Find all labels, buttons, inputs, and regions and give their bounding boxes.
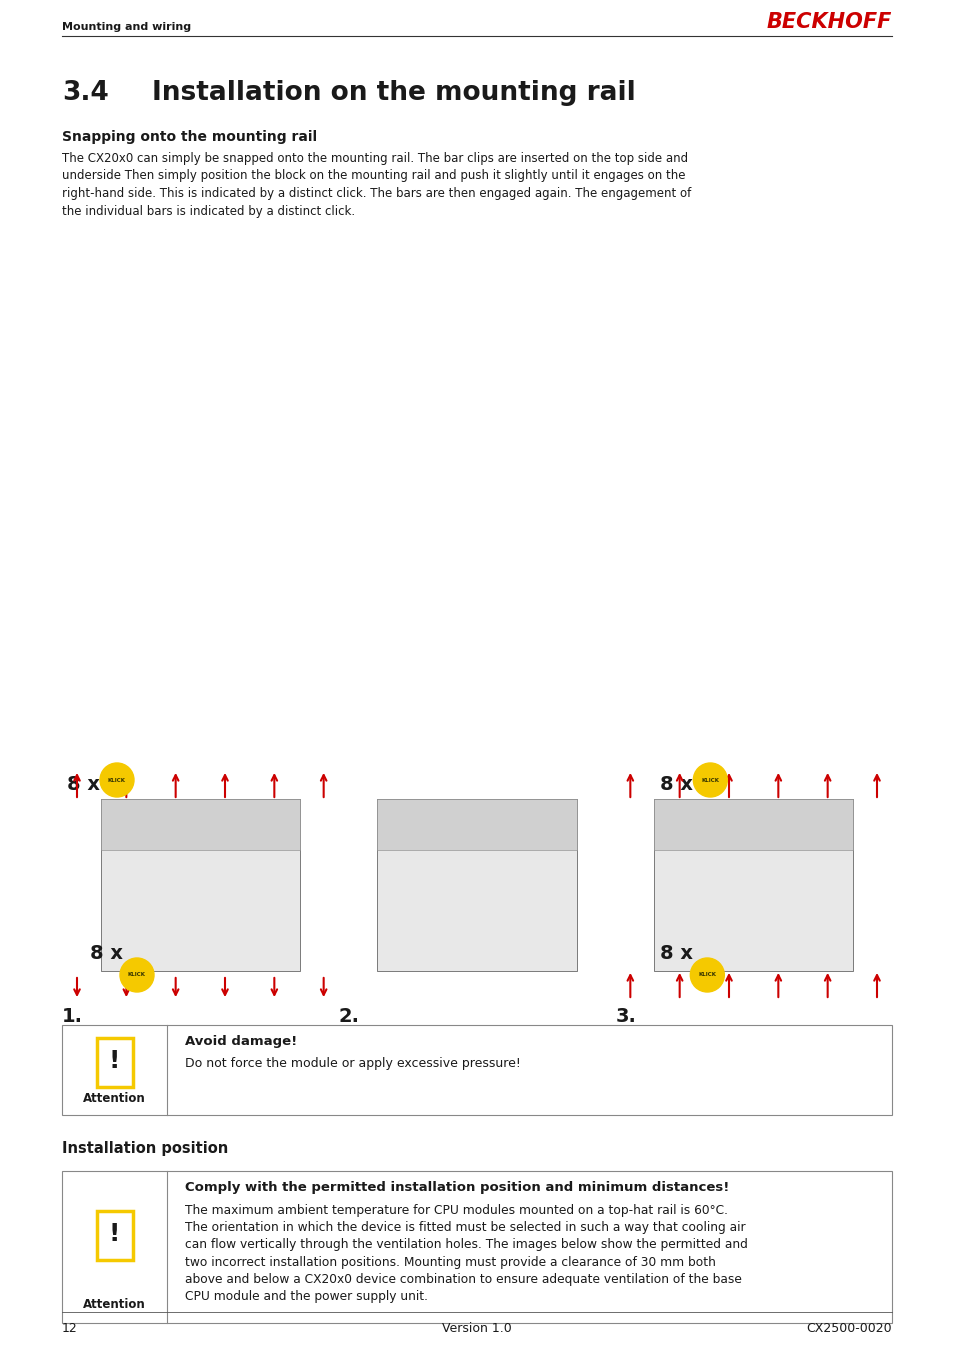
Text: !: ! <box>109 1222 120 1246</box>
Bar <box>62 765 336 1004</box>
Text: 2.: 2. <box>338 1007 359 1026</box>
Text: 3.: 3. <box>615 1007 636 1026</box>
Text: Attention: Attention <box>83 1297 146 1311</box>
Text: KLICK: KLICK <box>108 778 126 783</box>
Bar <box>62 1025 891 1115</box>
Text: Snapping onto the mounting rail: Snapping onto the mounting rail <box>62 130 316 144</box>
FancyBboxPatch shape <box>101 799 299 850</box>
Text: The maximum ambient temperature for CPU modules mounted on a top-hat rail is 60°: The maximum ambient temperature for CPU … <box>185 1204 747 1303</box>
FancyBboxPatch shape <box>654 799 852 972</box>
Text: BECKHOFF: BECKHOFF <box>766 12 891 32</box>
Text: Mounting and wiring: Mounting and wiring <box>62 22 191 32</box>
Text: Avoid damage!: Avoid damage! <box>185 1035 297 1048</box>
Circle shape <box>100 763 133 796</box>
Text: 1.: 1. <box>62 1007 83 1026</box>
Circle shape <box>120 958 153 992</box>
FancyBboxPatch shape <box>377 799 576 972</box>
Circle shape <box>693 763 726 796</box>
Text: 8 x: 8 x <box>90 944 123 963</box>
Text: KLICK: KLICK <box>128 972 146 977</box>
Text: CX2500-0020: CX2500-0020 <box>805 1322 891 1335</box>
Text: 8 x: 8 x <box>67 775 100 794</box>
Text: KLICK: KLICK <box>700 778 719 783</box>
Text: KLICK: KLICK <box>698 972 716 977</box>
Text: 3.4: 3.4 <box>62 80 109 107</box>
Text: 8 x: 8 x <box>659 775 693 794</box>
FancyBboxPatch shape <box>96 1211 132 1260</box>
Bar <box>615 765 889 1004</box>
Text: Attention: Attention <box>83 1092 146 1106</box>
Text: 12: 12 <box>62 1322 77 1335</box>
FancyBboxPatch shape <box>101 799 299 972</box>
Circle shape <box>690 958 723 992</box>
Text: Version 1.0: Version 1.0 <box>441 1322 512 1335</box>
Text: !: ! <box>109 1049 120 1073</box>
FancyBboxPatch shape <box>654 799 852 850</box>
Text: 8 x: 8 x <box>659 944 693 963</box>
FancyBboxPatch shape <box>377 799 576 850</box>
Text: Comply with the permitted installation position and minimum distances!: Comply with the permitted installation p… <box>185 1181 729 1193</box>
Bar <box>338 765 613 1004</box>
Text: The CX20x0 can simply be snapped onto the mounting rail. The bar clips are inser: The CX20x0 can simply be snapped onto th… <box>62 153 691 217</box>
Text: Installation on the mounting rail: Installation on the mounting rail <box>152 80 635 107</box>
Text: Installation position: Installation position <box>62 1141 228 1156</box>
Bar <box>62 1170 891 1323</box>
FancyBboxPatch shape <box>96 1038 132 1087</box>
Text: Do not force the module or apply excessive pressure!: Do not force the module or apply excessi… <box>185 1057 520 1071</box>
